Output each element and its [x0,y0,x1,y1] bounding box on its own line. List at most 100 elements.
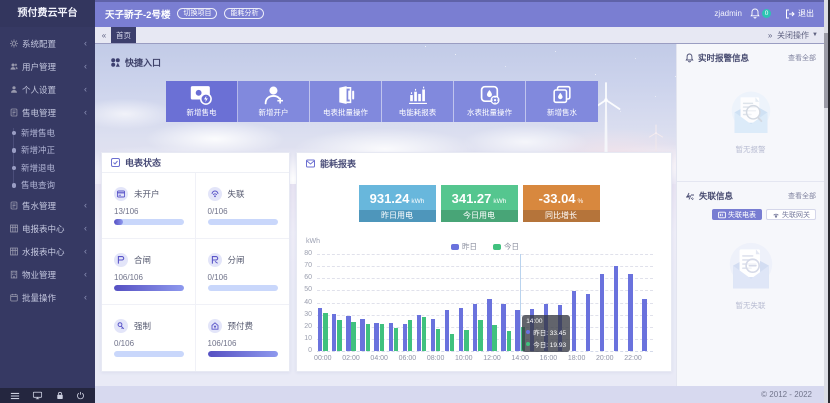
quick-button-电能耗报表[interactable]: 电能耗报表 [382,81,454,122]
menu-icon[interactable] [10,392,20,400]
status-count: 106/106 [207,339,237,348]
x-tick-label: 18:00 [567,355,586,362]
bar-今日-06:00[interactable] [407,319,413,351]
bar-昨日-04:00[interactable] [374,322,379,351]
prepaid-icon [207,319,222,333]
bar-昨日-12:00[interactable] [487,299,492,351]
bar-昨日-03:00[interactable] [360,318,365,351]
y-tick-label: 0 [308,347,312,354]
logout-button[interactable]: 退出 [785,8,814,19]
alarm-empty-text: 暂无报警 [735,145,766,154]
bar-昨日-13:00[interactable] [501,304,506,351]
sidebar-item-个人设置[interactable]: 个人设置 ‹ [0,78,95,101]
energy-report-card: 能耗报表 931.24 kWh 昨日用电 341.27 kWh 今日用电 -33.04% 同比… [296,152,672,372]
sidebar-item-用户管理[interactable]: 用户管理 ‹ [0,55,95,78]
bar-今日-11:00[interactable] [478,319,483,351]
sidebar-subitem-新增冲正[interactable]: 新增冲正 [0,142,95,160]
sidebar-item-电报表中心[interactable]: 电报表中心 ‹ [0,217,95,240]
tab-home[interactable]: 首页 [111,27,136,43]
bar-昨日-20:00[interactable] [600,273,605,351]
bar-今日-00:00[interactable] [323,312,328,351]
bar-今日-10:00[interactable] [464,329,469,351]
bar-昨日-18:00[interactable] [571,290,577,351]
close-operations-dropdown[interactable]: 关闭操作 ▼ [777,30,818,40]
bar-昨日-06:00[interactable] [402,324,407,351]
bar-昨日-14:00[interactable] [515,310,520,351]
monitor-icon[interactable] [32,391,43,400]
quick-button-电表批量操作[interactable]: 电表批量操作 [310,81,382,122]
alarm-view-all-link[interactable]: 查看全部 [788,55,816,62]
scrollbar-thumb[interactable] [824,33,828,108]
bar-今日-03:00[interactable] [365,324,370,351]
bar-昨日-07:00[interactable] [416,315,422,351]
gridline [317,351,653,352]
bar-昨日-02:00[interactable] [346,316,351,351]
bar-昨日-05:00[interactable] [388,322,393,351]
bar-昨日-19:00[interactable] [585,293,591,351]
meter-plus-icon [189,84,214,105]
bar-昨日-21:00[interactable] [614,266,619,351]
bar-今日-12:00[interactable] [492,324,497,351]
bar-昨日-00:00[interactable] [318,308,323,351]
bar-昨日-23:00[interactable] [642,298,647,351]
notification-bell[interactable]: 0 [750,8,771,19]
quick-button-新增开户[interactable]: 新增开户 [238,81,310,122]
sidebar-item-售电管理[interactable]: 售电管理 ‹ [0,101,95,124]
bar-今日-07:00[interactable] [421,317,427,351]
bar-昨日-11:00[interactable] [473,303,478,351]
username[interactable]: zjadmin [714,9,742,18]
bar-昨日-08:00[interactable] [430,318,436,351]
offline-view-all-link[interactable]: 查看全部 [788,193,816,200]
sidebar-item-批量操作[interactable]: 批量操作 ‹ [0,286,95,309]
legend-item-今日[interactable]: 今日 [493,241,519,252]
bar-今日-04:00[interactable] [379,323,384,351]
bar-今日-01:00[interactable] [337,320,342,351]
bar-今日-02:00[interactable] [351,322,356,351]
sidebar-subitem-新增退电[interactable]: 新增退电 [0,159,95,177]
quick-button-新增售水[interactable]: 新增售水 [526,81,598,122]
tooltip-title: 14:00 [526,318,543,325]
sidebar-item-系统配置[interactable]: 系统配置 ‹ [0,32,95,55]
sidebar-item-物业管理[interactable]: 物业管理 ‹ [0,263,95,286]
bullet-dot-icon [11,183,16,188]
offline-toggle-label: 失联电表 [728,211,756,219]
bar-昨日-01:00[interactable] [332,313,337,351]
legend-item-昨日[interactable]: 昨日 [451,241,477,252]
legend-chip [493,243,501,250]
offline-link-icon [685,191,695,201]
lock-icon[interactable] [56,391,64,400]
bar-今日-13:00[interactable] [506,331,511,351]
bar-昨日-22:00[interactable] [628,273,633,351]
bar-昨日-10:00[interactable] [459,307,464,351]
offline-toggle-失联电表[interactable]: 失联电表 [712,209,762,220]
y-tick-label: 80 [304,250,312,257]
key-icon [114,319,128,333]
switch-project-button[interactable]: 切换项目 [177,8,218,19]
scrollbar[interactable] [824,0,830,403]
energy-analysis-button[interactable]: 能耗分析 [224,8,265,19]
bar-昨日-09:00[interactable] [444,309,450,351]
meter-status-icon [111,158,120,167]
tabs-scroll-left-button[interactable]: « [101,30,106,40]
sidebar-item-水报表中心[interactable]: 水报表中心 ‹ [0,240,95,263]
gridline [317,290,653,292]
sidebar-subitem-售电查询[interactable]: 售电查询 [0,177,95,195]
bar-今日-09:00[interactable] [450,333,455,351]
tabs-scroll-right-button[interactable]: » [767,30,772,40]
offline-toggle-失联网关[interactable]: 失联网关 [766,209,816,220]
status-label: 未开户 [134,189,160,199]
logout-label: 退出 [798,9,814,18]
quick-button-新增售电[interactable]: 新增售电 [166,81,238,122]
bar-今日-05:00[interactable] [393,327,399,351]
sidebar-item-售水管理[interactable]: 售水管理 ‹ [0,194,95,217]
power-icon[interactable] [76,391,85,400]
bar-今日-08:00[interactable] [436,328,441,351]
alarm-empty-state: 暂无报警 [677,90,824,155]
alarm-bell-icon [685,53,694,63]
sidebar-item-label: 批量操作 [22,292,57,303]
sidebar-subitem-新增售电[interactable]: 新增售电 [0,124,95,142]
quick-button-水表批量操作[interactable]: 水表批量操作 [454,81,526,122]
x-tick-label: 22:00 [624,355,642,362]
meter-status-cell-未开户: 未开户 13/106 [102,173,196,239]
quick-entry-icon [111,58,120,67]
